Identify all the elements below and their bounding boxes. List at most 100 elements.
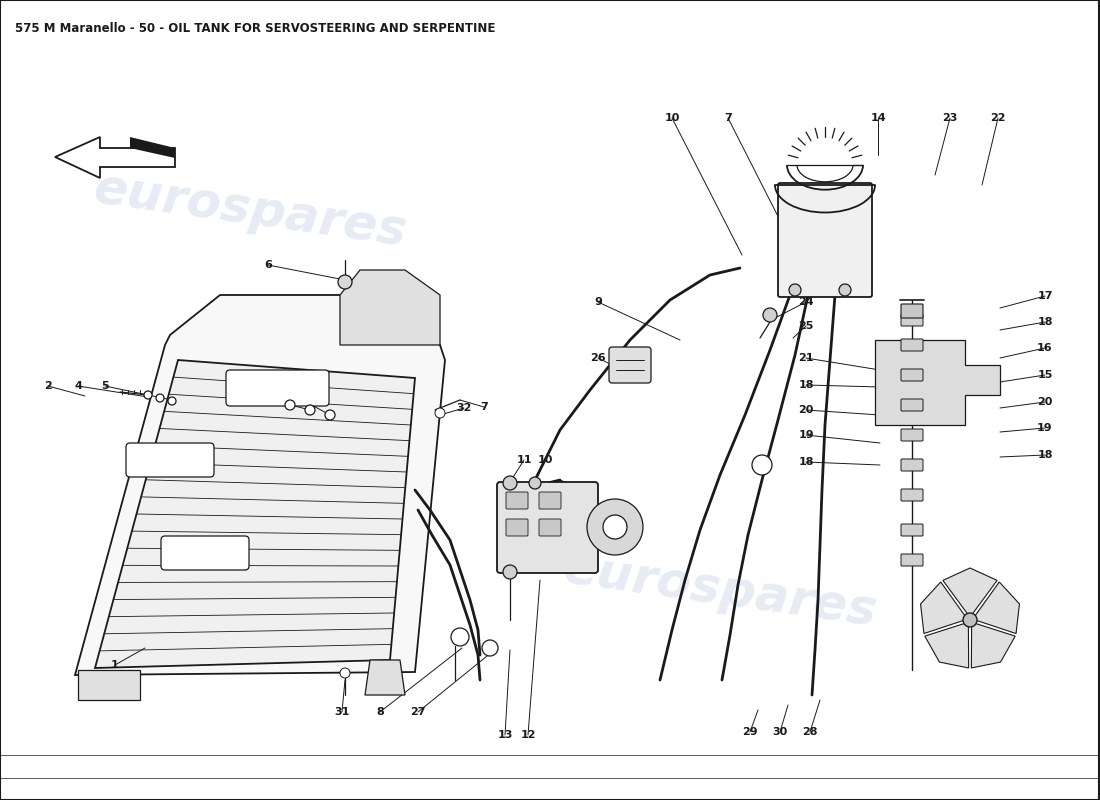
Text: 5: 5 [101,381,109,391]
Text: 19: 19 [799,430,814,440]
Text: 21: 21 [799,353,814,363]
Circle shape [752,455,772,475]
FancyBboxPatch shape [901,314,923,326]
FancyBboxPatch shape [161,536,249,570]
FancyBboxPatch shape [901,304,923,318]
Text: 12: 12 [520,730,536,740]
Circle shape [324,410,336,420]
FancyBboxPatch shape [497,482,598,573]
Text: 19: 19 [1037,423,1053,433]
Text: B: B [167,455,173,465]
Circle shape [482,640,498,656]
Text: 11: 11 [516,455,531,465]
FancyBboxPatch shape [901,399,923,411]
Circle shape [839,284,851,296]
Text: 28: 28 [802,727,817,737]
Text: eurospares: eurospares [560,544,880,636]
Text: 5: 5 [305,398,311,408]
Text: 10: 10 [537,455,552,465]
Text: 4: 4 [74,381,81,391]
FancyBboxPatch shape [539,492,561,509]
Text: 20: 20 [1037,397,1053,407]
Text: 29: 29 [742,727,758,737]
Polygon shape [55,137,175,178]
Text: 18: 18 [1037,317,1053,327]
Text: 18: 18 [799,380,814,390]
Text: 6: 6 [264,260,272,270]
Circle shape [529,477,541,489]
Text: 7: 7 [480,402,488,412]
Circle shape [340,668,350,678]
Text: 20: 20 [799,405,814,415]
Circle shape [434,408,446,418]
Text: 17: 17 [1037,291,1053,301]
Text: 22: 22 [990,113,1005,123]
Text: B: B [267,383,273,393]
FancyBboxPatch shape [901,429,923,441]
FancyBboxPatch shape [901,554,923,566]
FancyBboxPatch shape [126,443,214,477]
Text: 4: 4 [279,398,287,408]
Circle shape [603,515,627,539]
Text: 10: 10 [664,113,680,123]
Circle shape [503,565,517,579]
Text: 31: 31 [334,707,350,717]
Circle shape [962,613,977,627]
Text: 3: 3 [251,398,258,408]
Text: 2: 2 [44,381,52,391]
Text: 8: 8 [376,707,384,717]
Text: 25: 25 [799,321,814,331]
FancyBboxPatch shape [226,370,329,406]
Circle shape [451,628,469,646]
FancyBboxPatch shape [901,489,923,501]
Polygon shape [971,623,1015,668]
Text: 26: 26 [591,353,606,363]
Text: 24: 24 [799,297,814,307]
Polygon shape [365,660,405,695]
Circle shape [503,476,517,490]
Text: 15: 15 [1037,370,1053,380]
Polygon shape [925,623,969,668]
Polygon shape [340,270,440,345]
Polygon shape [75,295,446,675]
Circle shape [144,391,152,399]
Circle shape [156,394,164,402]
Text: eurospares: eurospares [90,164,410,256]
FancyBboxPatch shape [901,459,923,471]
Text: 18: 18 [1037,450,1053,460]
Polygon shape [78,670,140,700]
Text: 27: 27 [410,707,426,717]
Polygon shape [130,137,175,158]
Text: 7: 7 [724,113,732,123]
FancyBboxPatch shape [609,347,651,383]
FancyBboxPatch shape [778,183,872,297]
Text: 23: 23 [943,113,958,123]
FancyBboxPatch shape [539,519,561,536]
Text: 1: 1 [111,660,119,670]
Text: 16: 16 [1037,343,1053,353]
Polygon shape [975,582,1020,634]
Circle shape [789,284,801,296]
Text: 30: 30 [772,727,788,737]
Polygon shape [874,340,1000,425]
Circle shape [285,400,295,410]
Polygon shape [921,582,966,634]
FancyBboxPatch shape [506,492,528,509]
Text: 18: 18 [799,457,814,467]
FancyBboxPatch shape [901,369,923,381]
Text: 13: 13 [497,730,513,740]
Polygon shape [943,568,997,615]
Circle shape [587,499,643,555]
Circle shape [763,308,777,322]
Circle shape [338,275,352,289]
FancyBboxPatch shape [901,339,923,351]
Polygon shape [95,360,415,668]
Circle shape [168,397,176,405]
Text: 14: 14 [870,113,886,123]
FancyBboxPatch shape [901,524,923,536]
Text: 575 M Maranello - 50 - OIL TANK FOR SERVOSTEERING AND SERPENTINE: 575 M Maranello - 50 - OIL TANK FOR SERV… [15,22,495,35]
Circle shape [305,405,315,415]
FancyBboxPatch shape [506,519,528,536]
Text: 9: 9 [594,297,602,307]
Text: B: B [202,549,208,558]
